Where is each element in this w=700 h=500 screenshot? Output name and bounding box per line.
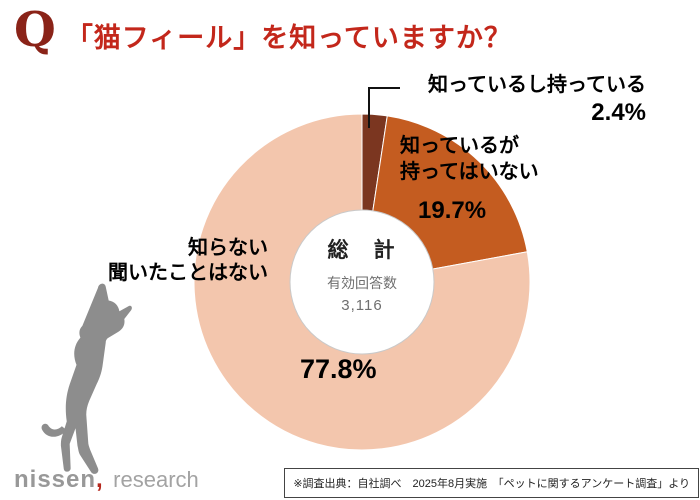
label-dont-know-line2: 聞いたことはない bbox=[108, 262, 268, 284]
q-mark: Q bbox=[14, 2, 56, 58]
logo-research-text: research bbox=[113, 467, 199, 492]
cat-silhouette-icon bbox=[41, 283, 132, 474]
source-note: ※調査出典：自社調べ 2025年8月実施 「ペットに関するアンケート調査」より bbox=[284, 468, 699, 498]
label-dont-know-line1: 知らない bbox=[188, 237, 268, 259]
page-title: 「猫フィール」を知っていますか？ bbox=[65, 23, 512, 54]
label-dont-know: 知らない 聞いたことはない bbox=[88, 236, 268, 286]
label-know-but-not-have-pct: 19.7% bbox=[418, 197, 487, 224]
label-know-and-have-text: 知っているし持っている bbox=[428, 74, 646, 96]
donut-center-count: 3,116 bbox=[341, 297, 383, 314]
donut-center: 総 計 有効回答数 3,116 bbox=[292, 234, 432, 314]
donut-hole bbox=[289, 209, 435, 355]
logo-nissen-text: nissen bbox=[14, 466, 97, 493]
label-know-and-have-pct: 2.4% bbox=[591, 99, 646, 126]
header: Q 「猫フィール」を知っていますか？ bbox=[14, 6, 512, 55]
label-know-but-not-have-line2: 持ってはいない bbox=[400, 161, 539, 183]
donut-center-title: 総 計 bbox=[327, 239, 397, 262]
label-know-but-not-have: 知っているが 持ってはいない 19.7% bbox=[400, 133, 539, 226]
donut-slice-dont-know bbox=[193, 113, 531, 451]
donut-center-subtitle: 有効回答数 bbox=[327, 275, 397, 291]
nissen-research-logo: nissen, research bbox=[14, 466, 199, 494]
label-know-but-not-have-line1: 知っているが bbox=[400, 135, 519, 157]
logo-comma: , bbox=[96, 466, 103, 493]
label-know-and-have: 知っているし持っている 2.4% bbox=[398, 74, 646, 127]
label-dont-know-pct: 77.8% bbox=[300, 354, 377, 384]
callout-line bbox=[368, 87, 400, 128]
